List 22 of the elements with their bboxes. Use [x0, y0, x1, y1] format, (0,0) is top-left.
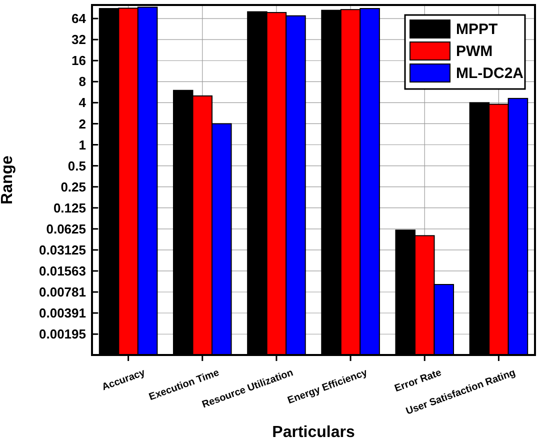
legend-label: MPPT — [456, 21, 498, 38]
y-axis-title: Range — [0, 155, 16, 204]
legend-label: PWM — [456, 43, 493, 60]
y-tick-label: 16 — [72, 53, 86, 68]
x-axis-title: Particulars — [272, 424, 355, 441]
y-tick-label: 0.00781 — [39, 284, 86, 300]
x-tick-label: Error Rate — [393, 367, 444, 395]
y-tick-label: 4 — [78, 95, 87, 110]
y-tick-label: 1 — [78, 137, 86, 152]
y-tick-label: 0.5 — [68, 158, 86, 174]
y-tick-label: 8 — [78, 74, 86, 90]
y-tick-label: 0.03125 — [39, 242, 86, 258]
legend-label: ML-DC2A — [456, 65, 524, 82]
y-tick-label: 0.01563 — [39, 264, 86, 279]
y-tick-label: 32 — [72, 32, 86, 48]
y-tick-label: 0.125 — [53, 200, 86, 216]
y-tick-label: 0.0625 — [46, 221, 86, 236]
y-tick-label: 0.00195 — [39, 326, 86, 342]
y-tick-label: 2 — [78, 116, 86, 132]
y-tick-label: 64 — [72, 11, 87, 26]
y-tick-label: 0.00391 — [39, 306, 86, 321]
y-tick-label: 0.25 — [60, 179, 86, 194]
